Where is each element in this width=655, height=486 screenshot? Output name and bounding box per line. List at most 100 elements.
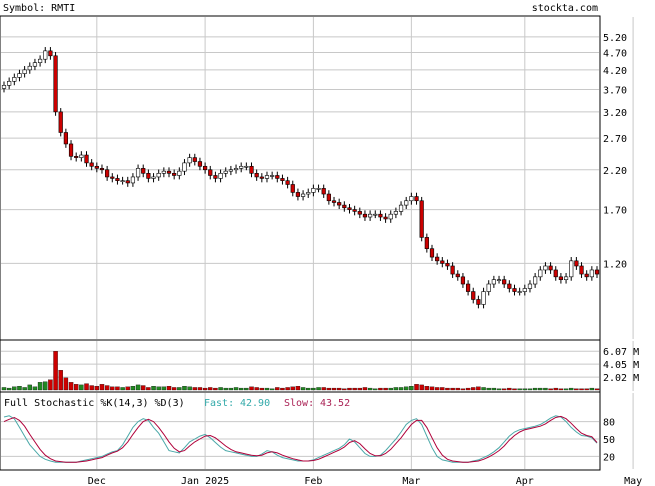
- volume-bar: [130, 386, 136, 391]
- volume-bar: [171, 387, 177, 391]
- candle: [79, 154, 84, 158]
- candle: [512, 288, 517, 292]
- volume-bar: [228, 387, 234, 391]
- volume-bar: [429, 386, 435, 391]
- stochastic-tick-label: 80: [603, 418, 615, 429]
- candle: [424, 237, 429, 249]
- volume-bar: [579, 388, 584, 391]
- price-tick-label: 3.70: [603, 85, 627, 96]
- candle: [94, 165, 99, 169]
- volume-bar: [12, 386, 17, 391]
- volume-bar: [110, 386, 115, 391]
- candle: [517, 291, 522, 293]
- stochastic-slow-label: Slow:: [284, 398, 314, 409]
- candle: [300, 193, 306, 197]
- candle: [89, 162, 94, 167]
- candle: [151, 176, 156, 179]
- candle-layer: [1, 47, 600, 309]
- price-tick-label: 2.70: [603, 134, 627, 145]
- candle: [337, 202, 342, 206]
- price-panel: [0, 15, 601, 341]
- candle: [527, 283, 533, 289]
- candle: [440, 260, 445, 264]
- volume-bar: [563, 388, 569, 391]
- candle: [471, 291, 476, 300]
- volume-bar: [553, 387, 558, 391]
- candle: [197, 161, 203, 167]
- candle: [146, 173, 151, 179]
- stochastic-tick-label: 50: [603, 435, 615, 446]
- price-tick-label: 5.20: [603, 33, 627, 44]
- candle: [558, 276, 564, 280]
- volume-bar: [177, 387, 182, 391]
- candle: [398, 204, 404, 212]
- stochastic-fast-value: 42.90: [240, 398, 270, 409]
- volume-bar: [295, 386, 301, 391]
- candle: [548, 265, 553, 271]
- candle: [347, 207, 352, 210]
- volume-bar: [182, 386, 187, 391]
- candle: [254, 173, 259, 178]
- volume-bar: [378, 387, 383, 391]
- candle: [522, 288, 527, 292]
- date-tick-label: Jan 2025: [181, 476, 229, 486]
- candle: [259, 176, 264, 179]
- candle: [538, 269, 543, 278]
- candle: [48, 50, 53, 57]
- candle: [141, 168, 146, 174]
- volume-bar: [465, 387, 471, 391]
- volume-bar: [233, 387, 239, 391]
- volume-bar: [238, 387, 244, 391]
- candle: [357, 211, 362, 215]
- candle: [414, 196, 419, 202]
- volume-bar: [373, 388, 378, 391]
- volume-bar: [316, 387, 321, 391]
- volume-bar: [306, 387, 311, 391]
- volume-bar: [104, 385, 110, 391]
- candle: [419, 200, 424, 238]
- candle: [383, 216, 388, 220]
- volume-tick-label: 6.07 M: [603, 347, 639, 358]
- candle: [450, 265, 455, 275]
- candle: [563, 276, 569, 280]
- candle: [481, 291, 486, 305]
- candle: [445, 263, 450, 267]
- candle: [378, 213, 383, 218]
- volume-bar: [37, 382, 43, 391]
- candle: [435, 256, 440, 262]
- candle: [491, 279, 496, 285]
- candle: [275, 175, 280, 179]
- volume-bar: [32, 386, 38, 391]
- volume-bar: [414, 384, 419, 391]
- candle: [135, 168, 141, 178]
- volume-bar: [249, 386, 254, 391]
- candle: [223, 170, 228, 174]
- volume-bar: [569, 387, 574, 391]
- volume-bar: [223, 387, 228, 391]
- volume-bar: [496, 388, 502, 391]
- price-tick-label: 1.70: [603, 206, 627, 217]
- volume-bar: [120, 387, 125, 391]
- volume-bar: [27, 384, 32, 391]
- volume-bar: [476, 386, 481, 391]
- volume-bar: [89, 385, 94, 391]
- price-tick-label: 3.20: [603, 108, 627, 119]
- candle: [182, 162, 187, 172]
- candle: [579, 265, 584, 275]
- volume-layer: [1, 351, 600, 391]
- volume-bar: [486, 387, 491, 391]
- volume-bar: [512, 388, 517, 391]
- candle: [244, 165, 249, 168]
- volume-bar: [424, 386, 430, 391]
- candle: [105, 169, 110, 178]
- volume-bar: [357, 387, 363, 391]
- stochastic-fast-label: Fast:: [204, 398, 234, 409]
- candle: [115, 178, 120, 181]
- volume-bar: [440, 387, 445, 391]
- candle: [321, 188, 326, 195]
- volume-bar: [213, 387, 218, 391]
- stochastic-fast-line: [3, 415, 598, 463]
- candle: [295, 192, 301, 197]
- volume-bar: [22, 387, 27, 391]
- candle: [58, 111, 63, 133]
